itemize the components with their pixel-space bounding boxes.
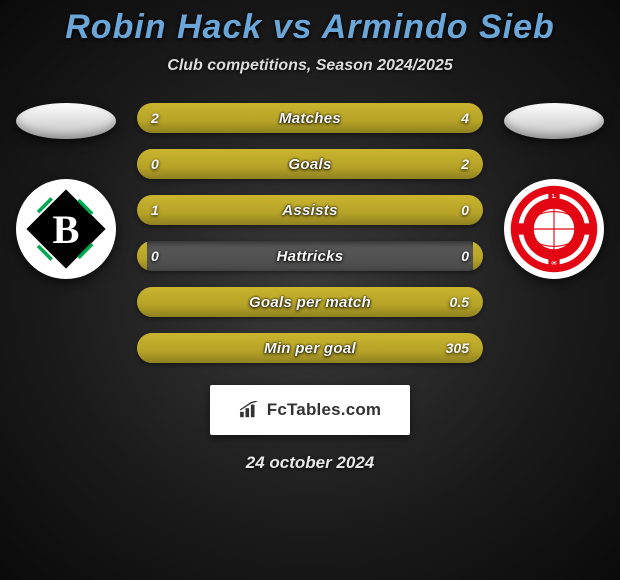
footer-brand-badge: FcTables.com bbox=[210, 385, 410, 435]
page-title: Robin Hack vs Armindo Sieb bbox=[0, 8, 620, 47]
stat-bar-label: Min per goal bbox=[137, 333, 483, 363]
footer-brand-text: FcTables.com bbox=[267, 400, 382, 420]
stat-bar-value-right: 4 bbox=[461, 103, 469, 133]
mainz-logo-icon: 1. 05 bbox=[507, 182, 601, 276]
footer-date: 24 october 2024 bbox=[0, 453, 620, 473]
stat-bar-value-right: 0 bbox=[461, 241, 469, 271]
stat-bar-value-right: 0.5 bbox=[450, 287, 469, 317]
right-side-column: 1. 05 bbox=[495, 103, 613, 279]
stat-bar-value-right: 2 bbox=[461, 149, 469, 179]
stat-bar-value-right: 305 bbox=[446, 333, 469, 363]
stat-bar-value-left: 1 bbox=[151, 195, 159, 225]
stat-bar-label: Goals per match bbox=[137, 287, 483, 317]
stat-bar: Hattricks0 0 bbox=[137, 241, 483, 271]
right-player-silhouette bbox=[504, 103, 604, 139]
gladbach-logo-icon: B bbox=[22, 185, 110, 273]
stat-bar: Goals0 2 bbox=[137, 149, 483, 179]
left-player-silhouette bbox=[16, 103, 116, 139]
page-subtitle: Club competitions, Season 2024/2025 bbox=[0, 57, 620, 75]
stat-bar-label: Hattricks bbox=[137, 241, 483, 271]
stat-bar: Min per goal305 bbox=[137, 333, 483, 363]
stat-bar: Assists1 0 bbox=[137, 195, 483, 225]
right-club-logo: 1. 05 bbox=[504, 179, 604, 279]
stat-bar-value-left: 0 bbox=[151, 149, 159, 179]
left-club-logo: B bbox=[16, 179, 116, 279]
comparison-content: B Matches24Goals02Assists10Hattricks00Go… bbox=[0, 103, 620, 363]
stat-bar-value-left: 2 bbox=[151, 103, 159, 133]
stat-bar: Goals per match0.5 bbox=[137, 287, 483, 317]
fctables-chart-icon bbox=[239, 401, 261, 419]
stat-bar: Matches2 4 bbox=[137, 103, 483, 133]
stat-bars: Matches24Goals02Assists10Hattricks00Goal… bbox=[137, 103, 483, 363]
stat-bar-label: Matches bbox=[137, 103, 483, 133]
stat-bar-value-right: 0 bbox=[461, 195, 469, 225]
svg-text:05: 05 bbox=[551, 261, 557, 266]
stat-bar-value-left: 0 bbox=[151, 241, 159, 271]
svg-text:B: B bbox=[53, 207, 80, 252]
stat-bar-label: Goals bbox=[137, 149, 483, 179]
left-side-column: B bbox=[7, 103, 125, 279]
svg-text:1.: 1. bbox=[552, 194, 557, 200]
stat-bar-label: Assists bbox=[137, 195, 483, 225]
